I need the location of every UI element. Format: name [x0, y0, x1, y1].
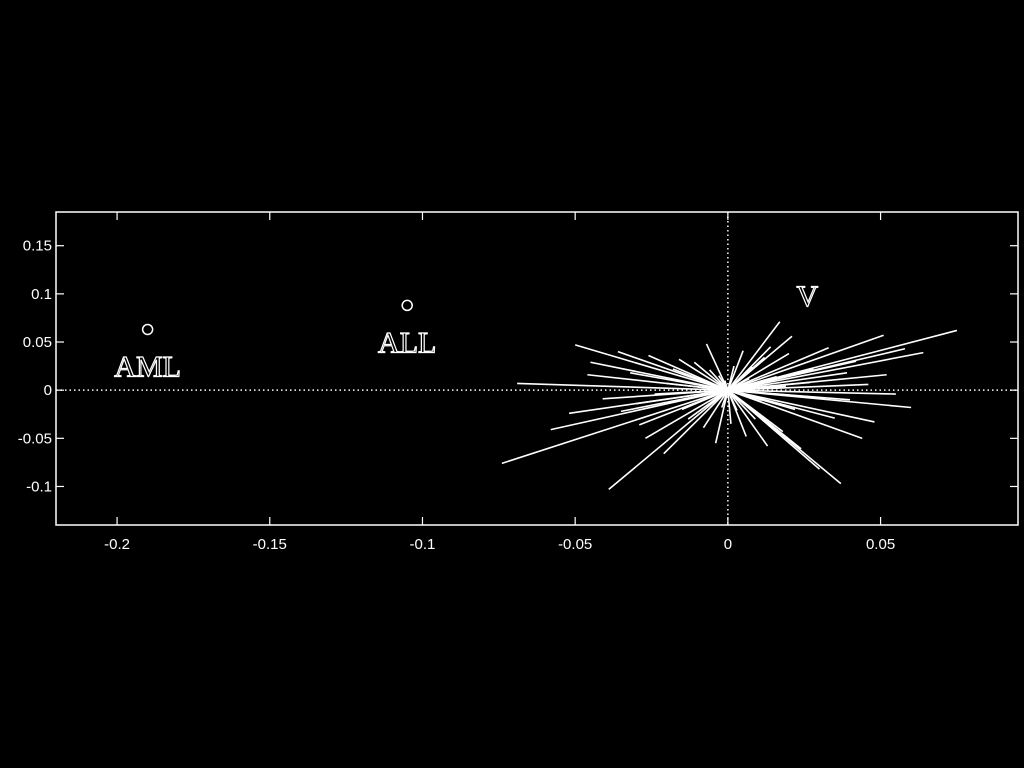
y-tick-label: 0.1 — [31, 286, 52, 303]
vector-line — [727, 360, 857, 391]
vector-line — [702, 389, 729, 429]
point-marker — [401, 299, 413, 312]
point-layer: AML ALL — [114, 299, 437, 384]
vector-line — [727, 346, 772, 391]
vector-line — [727, 372, 848, 391]
point-label: AML — [114, 350, 181, 383]
plot-area: AML ALL V — [55, 211, 1019, 526]
vector-line — [727, 389, 835, 419]
y-tick-label: -0.05 — [18, 430, 52, 447]
vector-line — [724, 380, 729, 391]
vector-line — [727, 389, 823, 399]
annotation-label: V — [796, 280, 818, 313]
x-tick-label: 0 — [724, 536, 732, 553]
x-tick-label: -0.1 — [410, 536, 436, 553]
vector-line — [648, 354, 729, 391]
x-tick-label: -0.15 — [253, 536, 287, 553]
vector-line — [608, 389, 729, 490]
vector-line — [574, 344, 729, 391]
y-tick-label: -0.1 — [26, 478, 52, 495]
vector-line — [727, 385, 786, 391]
vector-line — [727, 350, 744, 391]
vector-line — [721, 389, 729, 408]
x-tick-label: -0.05 — [558, 536, 592, 553]
vector-line — [501, 389, 729, 465]
vector-line — [517, 382, 728, 391]
vector-line — [727, 389, 896, 395]
axes-frame — [55, 211, 1019, 526]
vector-line — [714, 389, 729, 444]
reference-lines — [56, 212, 1018, 525]
vector-line — [687, 389, 729, 420]
vector-line — [727, 390, 732, 424]
vector-line — [727, 347, 829, 391]
vector-line — [645, 389, 729, 440]
vector-line — [727, 335, 793, 391]
x-tick-label: -0.2 — [104, 536, 130, 553]
vector-line — [663, 389, 729, 455]
vector-line — [727, 389, 875, 423]
y-tick-label: 0.05 — [23, 334, 52, 351]
vector-line — [630, 372, 729, 391]
vector-line — [727, 389, 756, 420]
vector-line — [654, 389, 728, 395]
vector-line — [727, 334, 884, 391]
vector-line — [727, 321, 781, 391]
vector-line — [727, 389, 738, 411]
y-tick-label: 0 — [44, 382, 52, 399]
point-label: ALL — [378, 326, 436, 359]
vector-line — [620, 389, 729, 413]
y-axis: 0.15 0.1 0.05 0 -0.05 -0.1 — [18, 238, 1018, 495]
vector-line — [727, 389, 769, 447]
point-marker — [141, 323, 154, 336]
vector-line — [587, 373, 728, 391]
vector-line — [727, 351, 924, 391]
vector-line — [727, 377, 750, 391]
y-tick-label: 0.15 — [23, 238, 52, 255]
x-axis: -0.2 -0.15 -0.1 -0.05 0 0.05 — [104, 212, 895, 553]
vector-line — [693, 361, 729, 391]
vector-line — [727, 389, 784, 433]
vector-line — [705, 343, 729, 391]
vector-layer — [501, 321, 958, 490]
annotation-layer: V — [796, 279, 819, 313]
vector-line — [678, 358, 729, 391]
vector-line — [639, 389, 729, 426]
x-tick-label: 0.05 — [866, 536, 895, 553]
